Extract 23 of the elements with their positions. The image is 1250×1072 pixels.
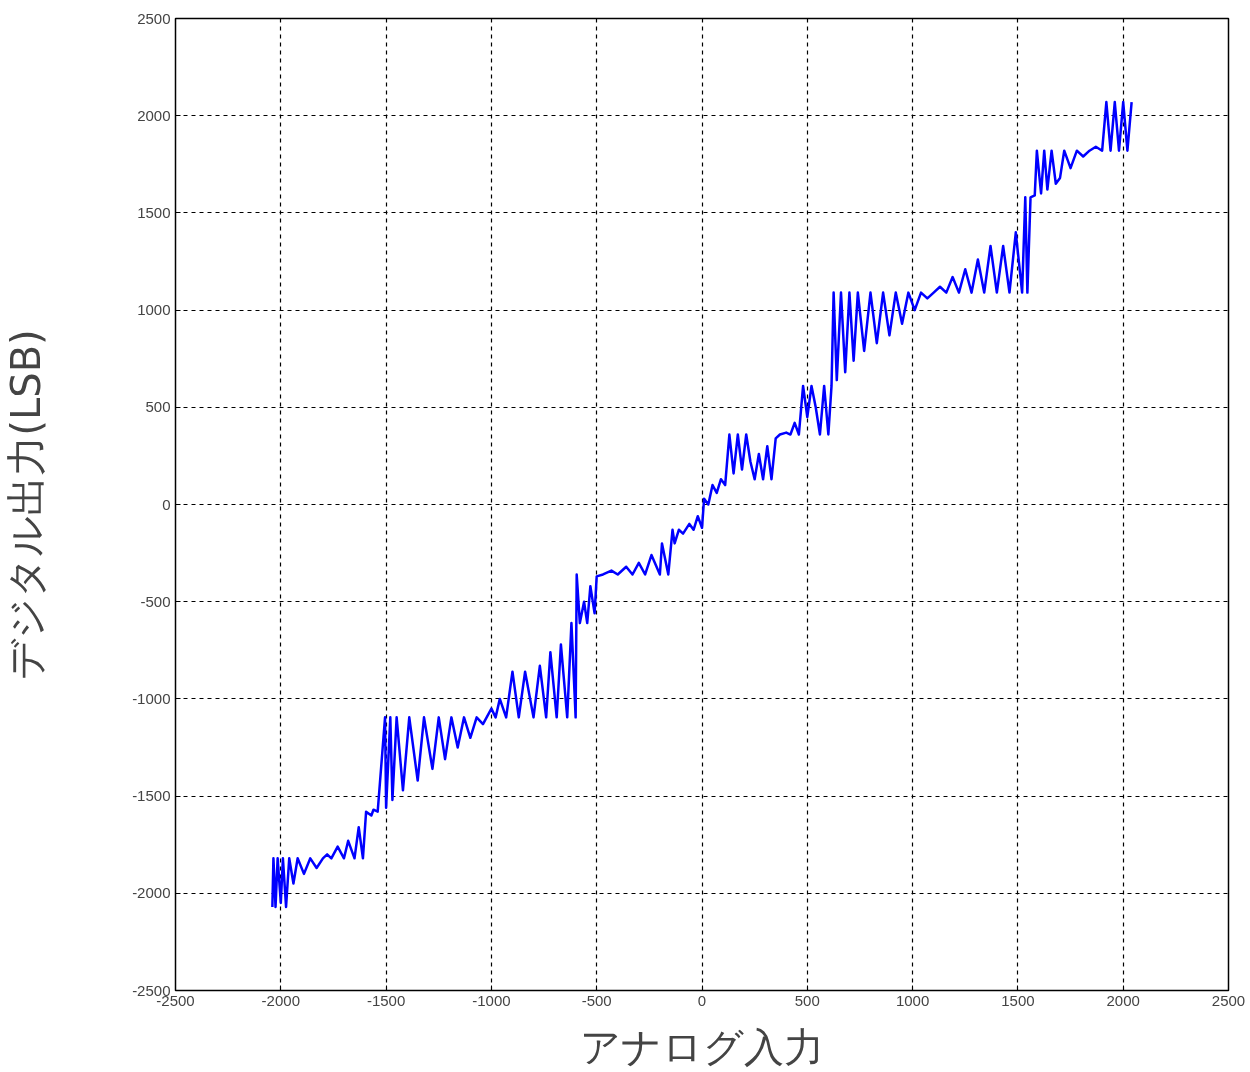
y-axis-title: デジタル出力(LSB)	[3, 329, 50, 680]
x-axis-title: アナログ入力	[580, 1023, 824, 1070]
x-tick-label: -500	[581, 991, 612, 1009]
x-tick-label: 1500	[1001, 991, 1035, 1009]
y-tick-label: 1000	[137, 301, 171, 319]
y-tick-label: 2500	[137, 9, 171, 27]
x-tick-label: -1500	[366, 991, 406, 1009]
y-tick-label: 0	[162, 495, 171, 513]
y-tick-label: -500	[140, 592, 171, 610]
y-tick-label: -2000	[132, 884, 171, 902]
x-tick-label: 1000	[895, 991, 930, 1009]
y-tick-label: 2000	[137, 106, 171, 124]
x-tick-label: 0	[697, 991, 707, 1009]
y-tick-label: 500	[145, 398, 171, 416]
y-tick-label: -1500	[132, 787, 171, 805]
line-series	[271, 100, 1133, 909]
y-tick-label: 1500	[137, 203, 171, 221]
x-tick-label: -1000	[472, 991, 511, 1009]
x-tick-label: 2500	[1211, 991, 1246, 1009]
x-tick-label: -2000	[261, 991, 300, 1009]
x-tick-label: 2000	[1106, 991, 1140, 1009]
x-tick-label: 500	[794, 991, 820, 1009]
y-tick-label: -1000	[132, 689, 171, 707]
